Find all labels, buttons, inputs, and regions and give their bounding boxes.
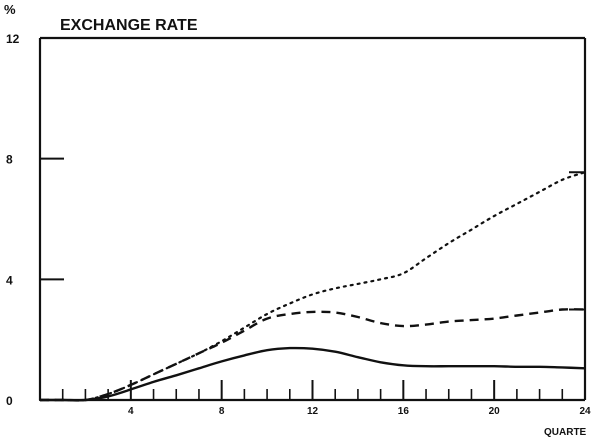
x-axis-label: QUARTE xyxy=(544,427,587,438)
y-tick-label: 4 xyxy=(6,273,13,287)
x-tick-label: 16 xyxy=(398,406,410,417)
series-line-dotted xyxy=(38,171,587,402)
y-tick-label: 12 xyxy=(6,32,20,46)
chart-title: EXCHANGE RATE xyxy=(60,17,198,34)
y-tick-label: 0 xyxy=(6,394,13,408)
x-tick-label: 12 xyxy=(307,406,319,417)
y-axis-ticks: 0 4 8 12 xyxy=(6,32,585,408)
x-tick-label: 24 xyxy=(579,406,591,417)
x-tick-label: 8 xyxy=(219,406,225,417)
x-axis-ticks: 4 8 12 16 20 24 xyxy=(61,380,591,417)
series-layer xyxy=(38,171,587,402)
plot-frame xyxy=(38,36,587,402)
x-tick-label: 4 xyxy=(128,406,134,417)
x-tick-label: 20 xyxy=(489,406,501,417)
y-tick-label: 8 xyxy=(6,153,13,167)
series-line-solid xyxy=(40,346,586,402)
y-axis-label: % xyxy=(4,2,16,17)
